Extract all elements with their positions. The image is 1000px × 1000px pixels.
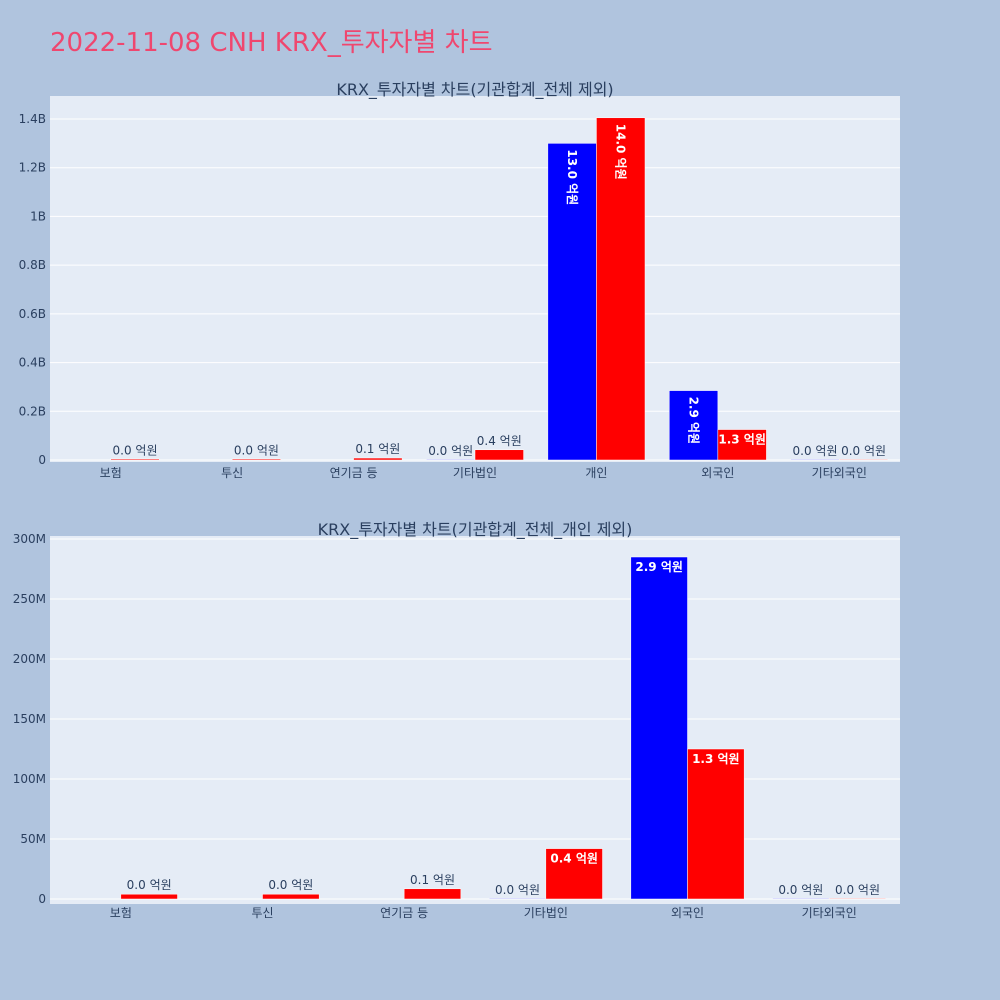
data-label: 0.0 억원 — [113, 444, 158, 458]
y-tick-label: 250M — [13, 592, 46, 606]
x-tick-label: 투신 — [251, 906, 273, 920]
data-label: 0.0 억원 — [835, 883, 880, 897]
plot-area — [50, 536, 900, 904]
data-label: 0.0 억원 — [428, 444, 473, 458]
data-label: 0.0 억원 — [127, 878, 172, 892]
data-label: 13.0 억원 — [565, 149, 579, 205]
bar — [772, 898, 830, 900]
data-label: 0.0 억원 — [234, 444, 279, 458]
x-tick-label: 외국인 — [671, 906, 704, 920]
page-title: 2022-11-08 CNH KRX_투자자별 차트 — [50, 28, 493, 58]
y-tick-label: 0.6B — [19, 307, 46, 321]
bar — [353, 457, 403, 461]
y-tick-label: 0.8B — [19, 258, 46, 272]
data-label: 0.0 억원 — [268, 878, 313, 892]
y-tick-label: 1.2B — [19, 161, 46, 175]
y-tick-label: 300M — [13, 532, 46, 546]
y-tick-label: 150M — [13, 712, 46, 726]
bar — [545, 848, 603, 900]
chart-excluding-individual: 0 50M 100M 150M 200M 250M 300M KRX_투자자별 차트(기관합계… — [13, 520, 900, 920]
data-label: 2.9 억원 — [635, 560, 683, 574]
bar — [828, 898, 887, 900]
chart-all-investors: 0 0.2B 0.4B 0.6B 0.8B 1B 1.2B 1.4B KRX_투자자별 차트(기… — [19, 80, 900, 480]
x-tick-label: 기타법인 — [453, 466, 497, 480]
bar — [474, 449, 524, 461]
data-label: 0.0 억원 — [841, 444, 886, 458]
bar — [717, 429, 767, 461]
y-tick-label: 1B — [30, 209, 46, 223]
data-label: 14.0 억원 — [614, 124, 628, 180]
plot-area — [50, 96, 900, 462]
bar — [547, 143, 597, 461]
x-tick-label: 보험 — [100, 466, 122, 480]
data-label: 0.1 억원 — [410, 873, 455, 887]
bar — [790, 459, 840, 461]
data-label: 0.0 억원 — [793, 444, 838, 458]
y-tick-label: 50M — [20, 832, 46, 846]
bar — [120, 893, 178, 900]
bar — [110, 458, 160, 461]
bar — [262, 893, 320, 900]
y-tick-label: 0.4B — [19, 356, 46, 370]
x-tick-label: 투신 — [221, 466, 243, 480]
y-tick-label: 100M — [13, 772, 46, 786]
chart-title: KRX_투자자별 차트(기관합계_전체_개인 제외) — [318, 520, 633, 540]
x-tick-label: 기타외국인 — [802, 906, 857, 920]
data-label: 0.0 억원 — [495, 883, 540, 897]
data-label: 0.0 억원 — [778, 883, 823, 897]
y-tick-label: 1.4B — [19, 112, 46, 126]
bar — [596, 117, 646, 461]
y-tick-label: 200M — [13, 652, 46, 666]
x-tick-label: 연기금 등 — [330, 466, 378, 480]
data-label: 0.4 억원 — [477, 434, 522, 448]
y-tick-label: 0 — [38, 453, 46, 467]
x-tick-label: 개인 — [585, 466, 607, 480]
bar — [231, 458, 281, 461]
data-label: 1.3 억원 — [692, 752, 740, 766]
bar — [687, 748, 745, 900]
y-tick-label: 0.2B — [19, 404, 46, 418]
x-tick-label: 외국인 — [701, 466, 734, 480]
data-label: 1.3 억원 — [718, 433, 766, 447]
y-tick-label: 0 — [38, 892, 46, 906]
x-tick-label: 연기금 등 — [380, 906, 428, 920]
data-label: 2.9 억원 — [687, 397, 701, 445]
bar — [426, 459, 476, 461]
chart-title: KRX_투자자별 차트(기관합계_전체 제외) — [336, 80, 613, 100]
data-label: 0.1 억원 — [355, 442, 400, 456]
x-tick-label: 기타외국인 — [812, 466, 867, 480]
data-label: 0.4 억원 — [550, 852, 598, 866]
x-tick-label: 보험 — [110, 906, 132, 920]
bar — [630, 556, 688, 900]
x-tick-label: 기타법인 — [524, 906, 568, 920]
bar — [839, 459, 889, 461]
bar — [403, 888, 462, 900]
bar — [488, 898, 547, 900]
bar — [669, 390, 719, 461]
